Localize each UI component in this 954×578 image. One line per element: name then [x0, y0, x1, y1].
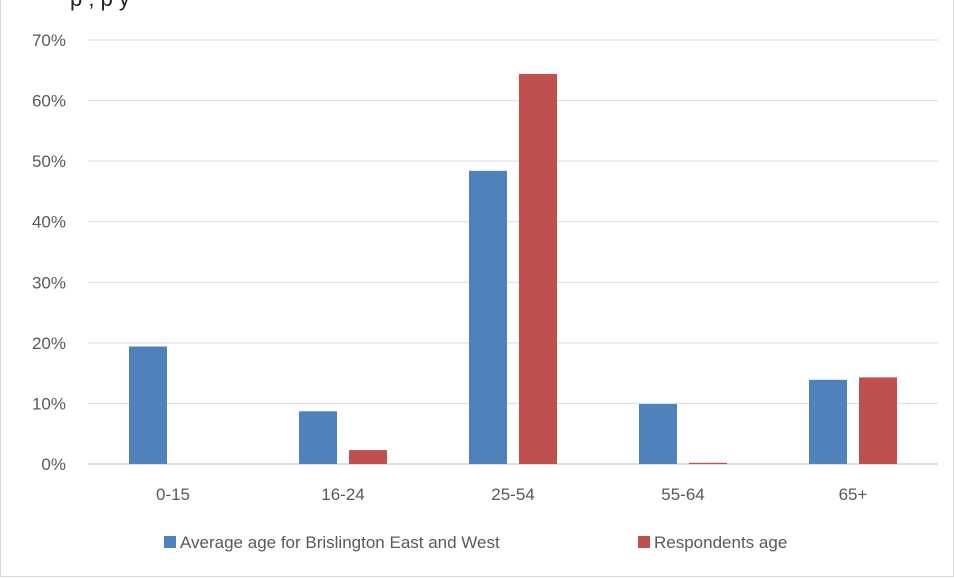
y-tick-label: 50% — [32, 152, 66, 171]
x-tick-label: 65+ — [839, 485, 868, 504]
legend-swatch — [164, 536, 176, 548]
bars — [129, 73, 897, 465]
bar-average-age-65+ — [809, 379, 847, 464]
gridlines — [88, 39, 938, 465]
y-tick-label: 20% — [32, 334, 66, 353]
y-tick-label: 70% — [32, 31, 66, 50]
y-tick-label: 30% — [32, 273, 66, 292]
chart-title-clipped: p , p y — [0, 0, 954, 18]
x-tick-label: 16-24 — [321, 485, 364, 504]
legend: Average age for Brislington East and Wes… — [164, 533, 787, 552]
legend-swatch — [638, 536, 650, 548]
chart-title-text: p , p y — [70, 0, 130, 12]
y-tick-label: 10% — [32, 394, 66, 413]
x-axis-labels: 0-15 16-24 25-54 55-64 65+ — [156, 485, 868, 504]
bar-average-age-16-24 — [299, 411, 337, 464]
bar-average-age-25-54 — [469, 170, 507, 464]
x-tick-label: 55-64 — [661, 485, 704, 504]
legend-label: Average age for Brislington East and Wes… — [180, 533, 500, 552]
y-tick-label: 0% — [41, 455, 66, 474]
bar-average-age-0-15 — [129, 346, 167, 464]
bar-respondents-age-16-24 — [349, 450, 387, 464]
legend-label: Respondents age — [654, 533, 787, 552]
bar-respondents-age-55-64 — [689, 462, 727, 464]
x-tick-label: 0-15 — [156, 485, 190, 504]
bar-respondents-age-65+ — [859, 377, 897, 464]
y-axis-labels: 0% 10% 20% 30% 40% 50% 60% 70% — [32, 31, 66, 474]
bar-respondents-age-25-54 — [519, 73, 557, 465]
y-tick-label: 40% — [32, 213, 66, 232]
y-tick-label: 60% — [32, 92, 66, 111]
x-tick-label: 25-54 — [491, 485, 534, 504]
bar-average-age-55-64 — [639, 404, 677, 464]
